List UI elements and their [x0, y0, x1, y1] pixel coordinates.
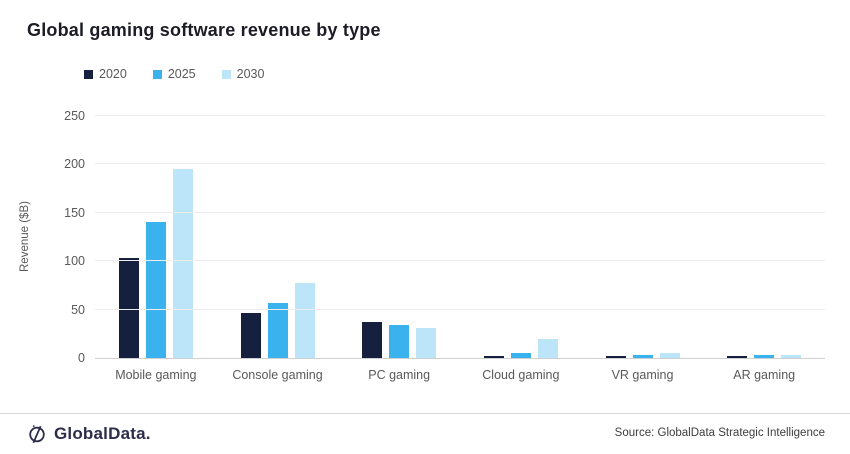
bar-2020-ar-gaming [727, 356, 748, 358]
legend-label: 2025 [167, 67, 196, 81]
bar-2020-console-gaming [240, 313, 261, 358]
bar-chart: Revenue ($B) 0 50 100 150 200 250 [19, 109, 825, 365]
bar-2025-pc-gaming [389, 325, 410, 358]
gridline-100 [95, 260, 825, 262]
bar-2020-mobile-gaming [118, 258, 139, 358]
bar-group-vr-gaming [582, 116, 704, 358]
globaldata-logo-icon [29, 424, 45, 444]
bar-2025-ar-gaming [754, 355, 775, 358]
bar-2030-vr-gaming [659, 353, 680, 358]
gridline-250 [95, 115, 825, 116]
x-label-pc-gaming: PC gaming [368, 368, 431, 382]
y-tick-label-250: 250 [64, 109, 85, 123]
bar-2025-vr-gaming [632, 355, 653, 358]
gridline-50 [95, 308, 825, 310]
bar-2025-mobile-gaming [145, 221, 166, 358]
y-tick-label-150: 150 [64, 205, 85, 220]
bar-2020-pc-gaming [362, 322, 383, 358]
x-label-vr-gaming: VR gaming [611, 368, 674, 382]
globaldata-logo-text: GlobalData. [54, 424, 151, 443]
bar-group-mobile-gaming [95, 116, 217, 358]
x-label-cloud-gaming: Cloud gaming [482, 368, 560, 382]
bar-2030-cloud-gaming [537, 338, 558, 358]
bar-2030-pc-gaming [416, 328, 437, 358]
bar-group-pc-gaming [338, 116, 460, 358]
y-axis-title: Revenue ($B) [19, 201, 31, 273]
gridline-200 [95, 163, 825, 165]
footer-divider [0, 413, 850, 414]
bar-group-cloud-gaming [460, 116, 582, 358]
x-label-ar-gaming: AR gaming [733, 368, 796, 382]
bar-2030-ar-gaming [781, 355, 802, 358]
y-tick-label-200: 200 [64, 157, 85, 172]
legend-label: 2020 [99, 67, 127, 81]
legend-label: 2030 [236, 67, 265, 81]
legend-item-2020: 2020 [84, 67, 127, 81]
y-tick-label-100: 100 [64, 254, 85, 269]
bar-2030-mobile-gaming [172, 169, 193, 358]
legend-swatch-icon [221, 69, 231, 79]
bar-2025-cloud-gaming [510, 353, 531, 358]
bar-2020-cloud-gaming [483, 356, 504, 358]
gridline-150 [95, 211, 825, 213]
chart-legend: 2020 2025 2030 [84, 67, 264, 81]
x-label-mobile-gaming: Mobile gaming [115, 368, 197, 382]
bar-group-ar-gaming [703, 116, 825, 358]
y-tick-label-0: 0 [78, 351, 85, 365]
bar-group-console-gaming [217, 116, 339, 358]
x-axis-labels: Mobile gaming Console gaming PC gaming Clou… [95, 368, 825, 382]
gridline-0 [95, 358, 825, 359]
source-text: Source: GlobalData Strategic Intelligenc… [614, 427, 825, 439]
x-label-console-gaming: Console gaming [232, 368, 323, 382]
y-tick-label-50: 50 [71, 302, 85, 317]
globaldata-logo: GlobalData. [27, 424, 151, 444]
legend-item-2030: 2030 [221, 67, 265, 81]
legend-swatch-icon [84, 69, 93, 79]
bar-2025-console-gaming [267, 302, 288, 358]
legend-swatch-icon [152, 69, 162, 79]
bar-series-area [95, 116, 825, 358]
page-title: Global gaming software revenue by type [27, 20, 381, 40]
bar-2030-console-gaming [294, 282, 315, 358]
legend-item-2025: 2025 [152, 67, 196, 81]
bar-2020-vr-gaming [605, 356, 626, 358]
